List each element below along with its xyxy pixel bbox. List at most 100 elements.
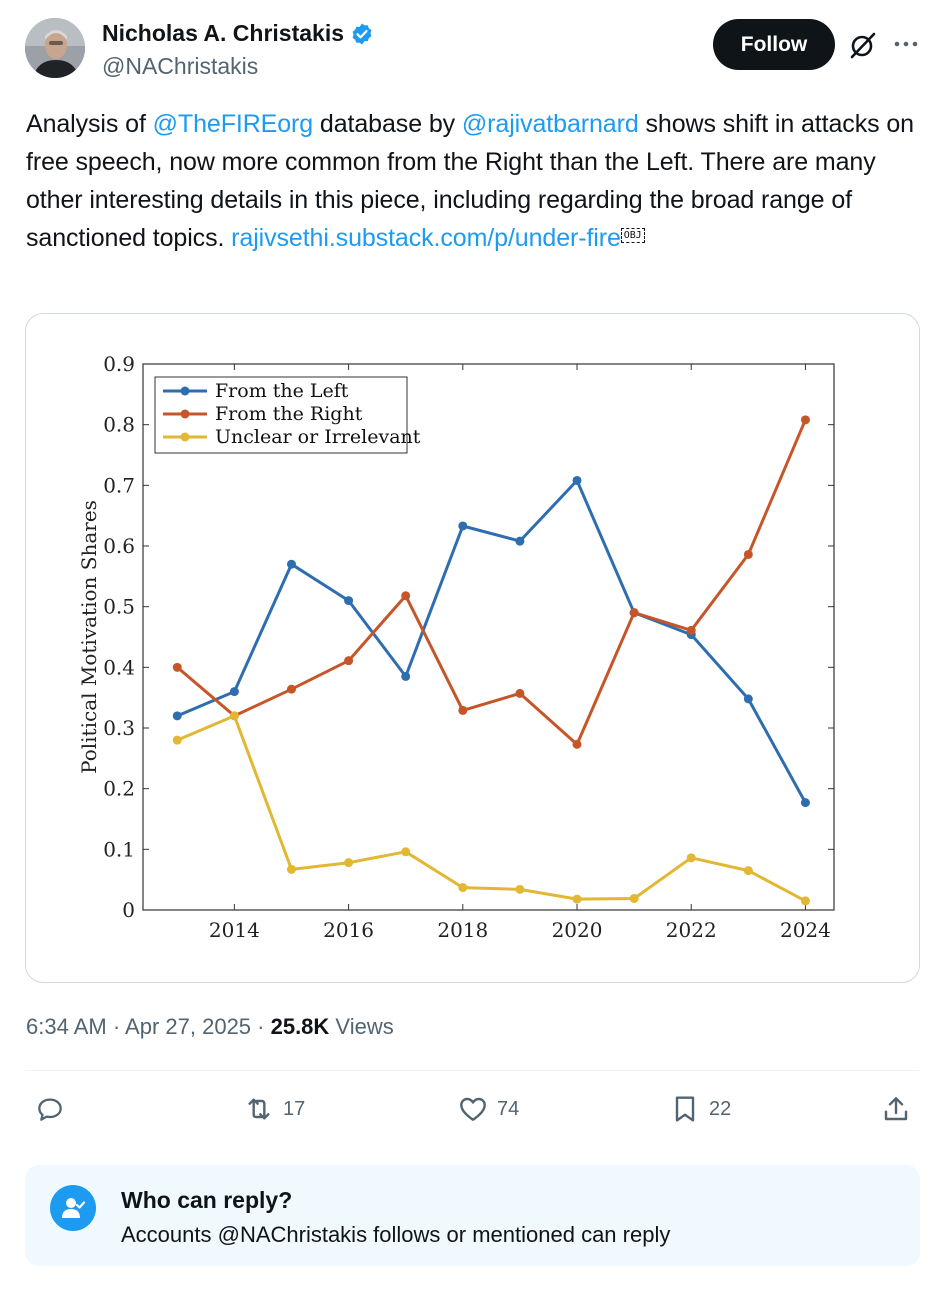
tweet-text-part: Analysis of (26, 110, 153, 138)
data-point (458, 521, 468, 531)
author-name[interactable]: Nicholas A. Christakis (102, 20, 345, 46)
views-count: 25.8K (270, 1014, 330, 1039)
like-count: 74 (497, 1097, 520, 1120)
tweet-text-part: database by (313, 110, 462, 138)
y-tick-label: 0.2 (103, 777, 135, 801)
avatar[interactable] (25, 18, 85, 78)
share-icon (884, 1097, 908, 1121)
y-tick-label: 0.6 (103, 534, 135, 558)
retweet-count: 17 (283, 1097, 306, 1120)
data-point (401, 671, 411, 681)
article-link[interactable]: rajivsethi.substack.com/p/under-fire (231, 224, 621, 252)
y-tick-label: 0.8 (103, 413, 135, 437)
data-point (344, 656, 354, 666)
reply-button[interactable] (34, 1091, 66, 1127)
data-point (629, 608, 639, 618)
data-point (572, 894, 582, 904)
x-tick-label: 2020 (552, 918, 603, 942)
data-point (572, 475, 582, 485)
legend-marker (180, 386, 190, 396)
divider (26, 1070, 919, 1071)
x-tick-label: 2022 (666, 918, 717, 942)
bookmark-button[interactable]: 22 (669, 1091, 731, 1127)
data-point (229, 711, 239, 721)
data-point (515, 688, 525, 698)
views-label: Views (329, 1014, 394, 1039)
data-point (172, 735, 182, 745)
share-button[interactable] (880, 1091, 912, 1127)
x-tick-label: 2016 (323, 918, 374, 942)
legend-label: From the Right (215, 403, 363, 425)
who-can-reply-box: Who can reply? Accounts @NAChristakis fo… (25, 1165, 920, 1266)
mention-thefireorg[interactable]: @TheFIREorg (152, 110, 314, 138)
legend-marker (180, 432, 190, 442)
timestamp[interactable]: 6:34 AM · Apr 27, 2025 · (26, 1014, 271, 1039)
data-point (515, 536, 525, 546)
data-point (344, 858, 354, 868)
legend-label: Unclear or Irrelevant (215, 426, 421, 448)
data-point (286, 684, 296, 694)
mention-rajivatbarnard[interactable]: @rajivatbarnard (461, 110, 639, 138)
reply-icon (38, 1098, 62, 1121)
series-line (176, 714, 807, 903)
data-point (172, 662, 182, 672)
data-point (800, 798, 810, 808)
data-point (572, 739, 582, 749)
verified-badge-icon (352, 23, 372, 44)
heart-icon (460, 1097, 486, 1121)
y-tick-label: 0.7 (103, 473, 135, 497)
like-button[interactable]: 74 (457, 1091, 519, 1127)
line-chart: 0 0.1 0.2 0.3 0.4 0.5 0.6 0.7 0.8 0.9 2014 2016 2018… (77, 352, 835, 942)
data-point (515, 884, 525, 894)
data-point (229, 687, 239, 697)
data-point (743, 694, 753, 704)
data-point (800, 896, 810, 906)
y-tick-label: 0.4 (103, 655, 135, 679)
data-point (401, 591, 411, 601)
grok-icon[interactable] (848, 30, 878, 60)
x-tick-label: 2014 (209, 918, 260, 942)
tweet-text: Analysis of @TheFIREorg database by @raj… (26, 105, 926, 257)
data-point (401, 847, 411, 857)
plot-frame (142, 363, 835, 911)
retweet-icon (248, 1098, 270, 1120)
bookmark-icon (675, 1096, 695, 1122)
bookmark-count: 22 (709, 1097, 732, 1120)
who-can-reply-subtitle: Accounts @NAChristakis follows or mentio… (121, 1222, 671, 1247)
data-point (286, 864, 296, 874)
data-point (458, 705, 468, 715)
y-tick-label: 0.5 (103, 595, 135, 619)
series-line (176, 479, 807, 804)
legend-label: From the Left (215, 380, 349, 402)
retweet-button[interactable]: 17 (243, 1091, 305, 1127)
data-point (686, 625, 696, 635)
data-point (743, 866, 753, 876)
y-tick-label: 0.1 (103, 837, 135, 861)
who-can-reply-title: Who can reply? (121, 1187, 293, 1213)
data-point (800, 415, 810, 425)
data-point (743, 549, 753, 559)
y-axis-label: Political Motivation Shares (77, 500, 101, 774)
data-point (344, 596, 354, 606)
legend-marker (180, 409, 190, 419)
object-placeholder: OBJ (620, 228, 645, 243)
data-point (286, 559, 296, 569)
tweet-meta: 6:34 AM · Apr 27, 2025 · 25.8K Views (26, 1014, 394, 1040)
avatar-image (25, 18, 85, 78)
follow-button[interactable]: Follow (713, 19, 835, 70)
reply-restriction-icon (50, 1185, 96, 1231)
y-tick-label: 0 (122, 898, 135, 922)
data-point (458, 883, 468, 893)
y-tick-label: 0.3 (103, 716, 135, 740)
tweet-text-part: shows shift in attacks on free speech, n… (26, 110, 914, 252)
data-point (629, 893, 639, 903)
user-check-icon (62, 1198, 86, 1218)
more-options-icon[interactable] (892, 30, 920, 58)
x-tick-label: 2024 (780, 918, 831, 942)
series-line (176, 419, 807, 746)
x-tick-label: 2018 (437, 918, 488, 942)
data-point (686, 853, 696, 863)
data-point (172, 711, 182, 721)
tweet-media[interactable]: 0 0.1 0.2 0.3 0.4 0.5 0.6 0.7 0.8 0.9 2014 2016 2018… (25, 313, 920, 983)
author-handle[interactable]: @NAChristakis (102, 53, 259, 79)
